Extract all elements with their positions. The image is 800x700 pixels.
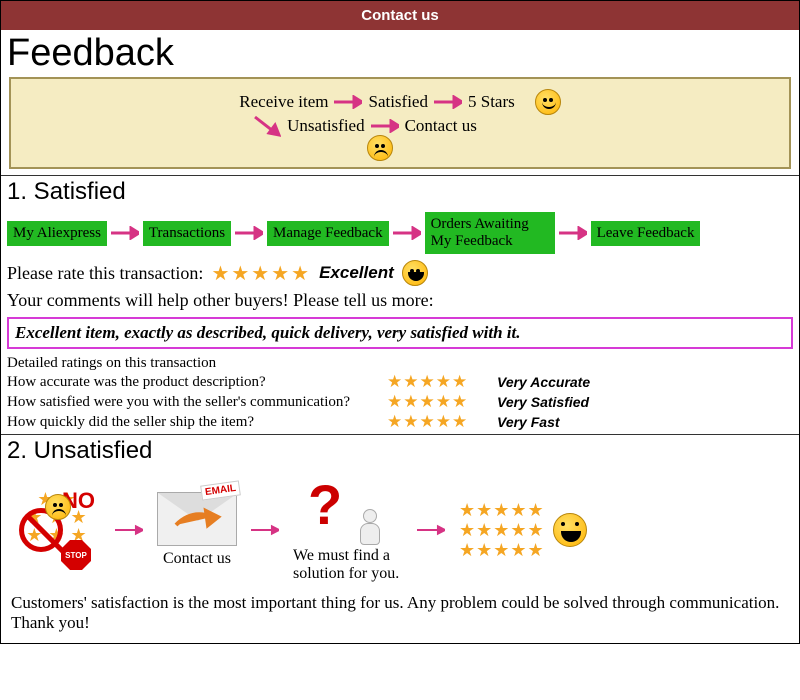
email-tag: EMAIL	[200, 480, 241, 500]
excellent-label: Excellent	[319, 263, 394, 283]
rating-value: Very Satisfied	[497, 394, 589, 410]
arrow-icon	[334, 95, 362, 109]
flow-diagram: Receive item Satisfied 5 Stars Unsatisfi…	[9, 77, 791, 169]
arrow-icon	[417, 523, 445, 537]
big-smile-icon	[402, 260, 428, 286]
stars-icon: ★★★★★	[387, 392, 497, 412]
flow-5stars: 5 Stars	[468, 92, 515, 112]
solution-label: We must find a solution for you.	[293, 547, 403, 583]
unsatisfied-flow: ★ ★ ★ ★ ★ ★ ★ ★ NO STOP EMAIL Contact us	[1, 467, 799, 587]
header-bar: Contact us	[1, 1, 799, 30]
step-label: Orders Awaiting My Feedback	[431, 216, 529, 249]
rating-value: Very Accurate	[497, 374, 590, 390]
big-smile-icon	[553, 513, 587, 547]
header-title: Contact us	[361, 7, 439, 24]
ratings-header: Detailed ratings on this transaction	[7, 355, 793, 372]
stars-icon: ★★★★★	[387, 372, 497, 392]
arrow-icon	[393, 226, 421, 240]
envelope-arrow-icon	[172, 507, 222, 529]
step-box: Leave Feedback	[591, 221, 701, 246]
stars-grid-icon: ★★★★★ ★★★★★ ★★★★★	[459, 500, 545, 560]
table-row: How satisfied were you with the seller's…	[7, 392, 793, 412]
arrow-icon	[434, 95, 462, 109]
footer-text: Customers' satisfaction is the most impo…	[1, 587, 799, 643]
arrow-icon	[251, 523, 279, 537]
rating-question: How satisfied were you with the seller's…	[7, 394, 387, 411]
envelope-icon: EMAIL	[157, 492, 237, 546]
arrow-icon	[559, 226, 587, 240]
flow-receive: Receive item	[239, 92, 328, 112]
stars-icon: ★★★★★	[211, 261, 311, 286]
frown-icon	[367, 135, 393, 161]
no-negative-cell: ★ ★ ★ ★ ★ ★ ★ ★ NO STOP	[11, 490, 101, 570]
solution-cell: ? We must find a solution for you.	[293, 477, 403, 583]
rate-label: Please rate this transaction:	[7, 263, 203, 284]
step-box: Manage Feedback	[267, 221, 389, 246]
arrow-icon	[371, 119, 399, 133]
result-stars-cell: ★★★★★ ★★★★★ ★★★★★	[459, 500, 587, 560]
person-icon	[356, 509, 384, 547]
step-box: Orders Awaiting My Feedback	[425, 212, 555, 254]
arrow-diag-icon	[253, 115, 281, 137]
page-title: Feedback	[1, 30, 799, 77]
comments-prompt: Your comments will help other buyers! Pl…	[1, 288, 799, 313]
ratings-table: Detailed ratings on this transaction How…	[1, 353, 799, 434]
flow-satisfied: Satisfied	[368, 92, 428, 112]
contact-label: Contact us	[163, 550, 231, 568]
arrow-icon	[111, 226, 139, 240]
arrow-icon	[235, 226, 263, 240]
section-unsatisfied-title: 2. Unsatisfied	[1, 435, 799, 467]
stop-icon: STOP	[61, 540, 91, 570]
table-row: How accurate was the product description…	[7, 372, 793, 392]
rate-row: Please rate this transaction: ★★★★★ Exce…	[1, 258, 799, 288]
stars-icon: ★★★★★	[387, 412, 497, 432]
flow-contact: Contact us	[405, 116, 477, 136]
rating-value: Very Fast	[497, 414, 560, 430]
table-row: How quickly did the seller ship the item…	[7, 412, 793, 432]
page-frame: Contact us Feedback Receive item Satisfi…	[0, 0, 800, 644]
step-box: My Aliexpress	[7, 221, 107, 246]
rating-question: How accurate was the product description…	[7, 374, 387, 391]
comment-box: Excellent item, exactly as described, qu…	[7, 317, 793, 349]
satisfied-steps: My Aliexpress Transactions Manage Feedba…	[1, 208, 799, 258]
contact-us-cell: EMAIL Contact us	[157, 492, 237, 568]
stop-label: STOP	[65, 551, 87, 560]
rating-question: How quickly did the seller ship the item…	[7, 414, 387, 431]
section-satisfied-title: 1. Satisfied	[1, 176, 799, 208]
frown-icon	[45, 494, 71, 520]
arrow-icon	[115, 523, 143, 537]
question-mark-icon: ?	[308, 473, 342, 536]
smile-icon	[535, 89, 561, 115]
flow-unsatisfied: Unsatisfied	[287, 116, 364, 136]
step-box: Transactions	[143, 221, 231, 246]
